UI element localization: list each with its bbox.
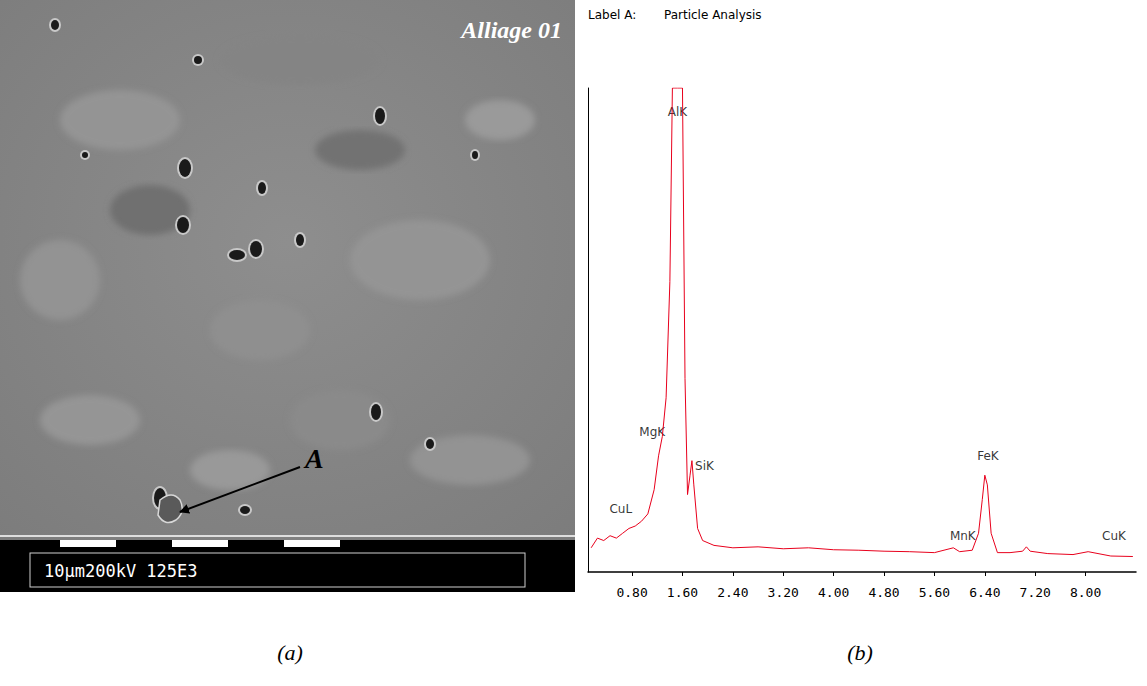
svg-text:MgK: MgK xyxy=(639,424,666,439)
svg-text:8.00: 8.00 xyxy=(1070,585,1101,600)
svg-text:Particle Analysis: Particle Analysis xyxy=(664,8,762,22)
svg-text:7.20: 7.20 xyxy=(1020,585,1051,600)
svg-text:6.40: 6.40 xyxy=(969,585,1000,600)
svg-text:1.60: 1.60 xyxy=(667,585,698,600)
svg-text:CuL: CuL xyxy=(609,502,632,516)
html-text:(b): (b) xyxy=(847,640,873,665)
svg-text:FeK: FeK xyxy=(977,449,1000,463)
svg-text:2.40: 2.40 xyxy=(717,585,748,600)
svg-text:A: A xyxy=(303,443,324,474)
svg-text:AlK: AlK xyxy=(668,105,689,119)
html-text:(a): (a) xyxy=(277,640,303,665)
svg-text:CuK: CuK xyxy=(1102,529,1127,543)
svg-text:10µm200kV 125E3: 10µm200kV 125E3 xyxy=(44,561,198,581)
svg-text:Label A:: Label A: xyxy=(588,8,636,22)
svg-text:5.60: 5.60 xyxy=(919,585,950,600)
svg-text:MnK: MnK xyxy=(950,529,977,543)
svg-text:Alliage 01: Alliage 01 xyxy=(459,17,562,43)
svg-text:4.00: 4.00 xyxy=(818,585,849,600)
svg-text:0.80: 0.80 xyxy=(616,585,647,600)
svg-text:3.20: 3.20 xyxy=(768,585,799,600)
svg-text:SiK: SiK xyxy=(695,459,715,473)
svg-text:4.80: 4.80 xyxy=(868,585,899,600)
